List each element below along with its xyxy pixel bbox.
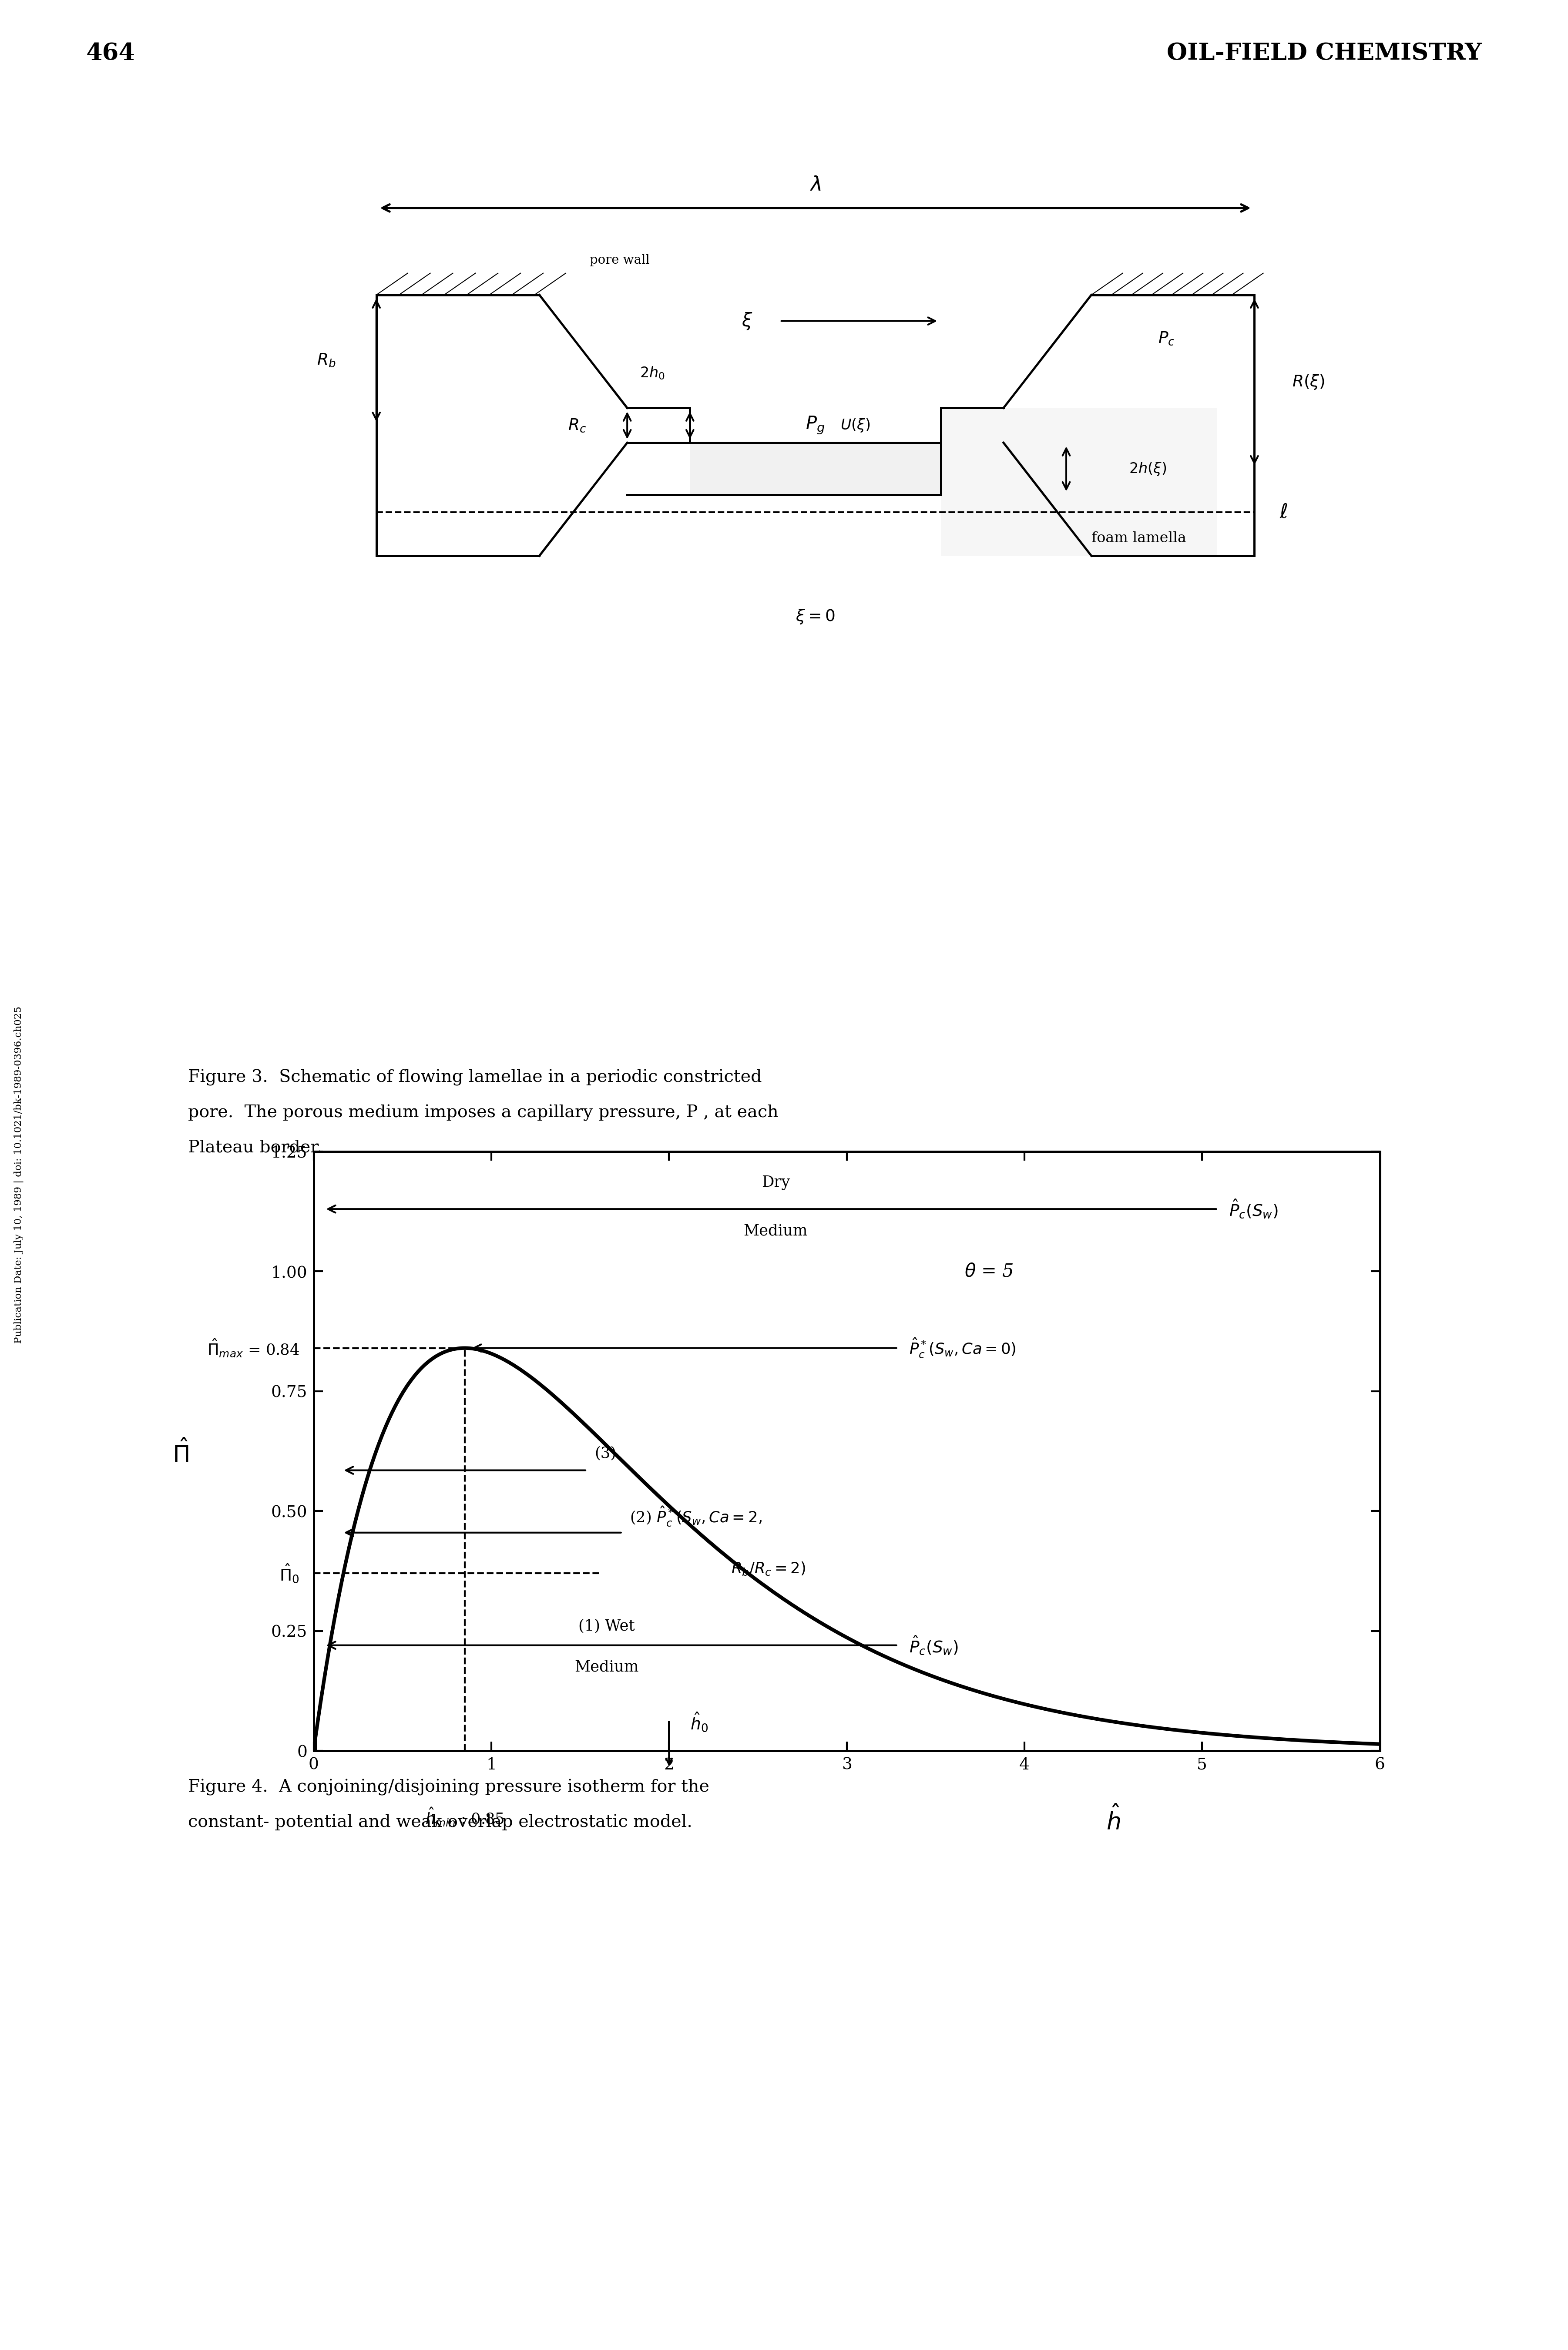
Text: Plateau border.: Plateau border. — [188, 1140, 323, 1156]
Text: 464: 464 — [86, 42, 135, 66]
Text: Figure 3.  Schematic of flowing lamellae in a periodic constricted: Figure 3. Schematic of flowing lamellae … — [188, 1069, 762, 1086]
Text: Medium: Medium — [743, 1224, 808, 1238]
Text: $U(\xi)$: $U(\xi)$ — [840, 418, 870, 432]
Text: OIL-FIELD CHEMISTRY: OIL-FIELD CHEMISTRY — [1167, 42, 1482, 66]
Text: $R(\xi)$: $R(\xi)$ — [1292, 374, 1325, 390]
Text: (2) $\hat{P}^*_c(S_w, Ca = 2,$: (2) $\hat{P}^*_c(S_w, Ca = 2,$ — [630, 1504, 762, 1528]
Text: $P_g$: $P_g$ — [806, 416, 825, 435]
Text: (1) Wet: (1) Wet — [579, 1619, 635, 1633]
Text: $\hat{\Pi}_{max}$ = 0.84: $\hat{\Pi}_{max}$ = 0.84 — [207, 1337, 299, 1358]
Text: $R_b/R_c = 2)$: $R_b/R_c = 2)$ — [731, 1560, 806, 1577]
FancyBboxPatch shape — [690, 442, 941, 496]
Text: $\xi$: $\xi$ — [742, 310, 753, 331]
Text: Dry: Dry — [762, 1175, 790, 1189]
Text: $\hat{\Pi}_0$: $\hat{\Pi}_0$ — [279, 1563, 299, 1584]
Text: $\theta$ = 5: $\theta$ = 5 — [964, 1262, 1013, 1281]
Text: $\hat{\Pi}$: $\hat{\Pi}$ — [172, 1441, 188, 1466]
Text: pore wall: pore wall — [590, 254, 649, 266]
Text: $2h_0$: $2h_0$ — [640, 364, 665, 381]
Text: $\lambda$: $\lambda$ — [809, 176, 822, 195]
Text: Figure 4.  A conjoining/disjoining pressure isotherm for the: Figure 4. A conjoining/disjoining pressu… — [188, 1779, 710, 1795]
Text: $R_c$: $R_c$ — [568, 418, 586, 432]
FancyBboxPatch shape — [941, 409, 1217, 557]
Text: $\hat{P}_c(S_w)$: $\hat{P}_c(S_w)$ — [1229, 1198, 1278, 1220]
Text: Publication Date: July 10, 1989 | doi: 10.1021/bk-1989-0396.ch025: Publication Date: July 10, 1989 | doi: 1… — [14, 1006, 24, 1344]
Text: $\ell$: $\ell$ — [1279, 503, 1287, 522]
Text: $\hat{P}_c(S_w)$: $\hat{P}_c(S_w)$ — [909, 1633, 958, 1657]
Text: $\xi = 0$: $\xi = 0$ — [795, 609, 836, 625]
Text: Medium: Medium — [575, 1659, 638, 1676]
Text: $\hat{h}$: $\hat{h}$ — [1105, 1805, 1121, 1833]
Text: $\hat{h}_{min}$ : 0.85: $\hat{h}_{min}$ : 0.85 — [425, 1805, 505, 1828]
Text: $P_c$: $P_c$ — [1159, 331, 1174, 345]
Text: foam lamella: foam lamella — [1091, 531, 1185, 545]
Text: $\hat{P}^*_c(S_w, Ca = 0)$: $\hat{P}^*_c(S_w, Ca = 0)$ — [909, 1337, 1016, 1358]
Text: pore.  The porous medium imposes a capillary pressure, P , at each: pore. The porous medium imposes a capill… — [188, 1104, 779, 1121]
Text: $\hat{h}_0$: $\hat{h}_0$ — [690, 1711, 709, 1734]
Text: $R_b$: $R_b$ — [317, 352, 336, 369]
Text: constant- potential and weak overlap electrostatic model.: constant- potential and weak overlap ele… — [188, 1814, 693, 1831]
Text: (3): (3) — [594, 1445, 616, 1462]
Text: $2h(\xi)$: $2h(\xi)$ — [1129, 461, 1167, 477]
